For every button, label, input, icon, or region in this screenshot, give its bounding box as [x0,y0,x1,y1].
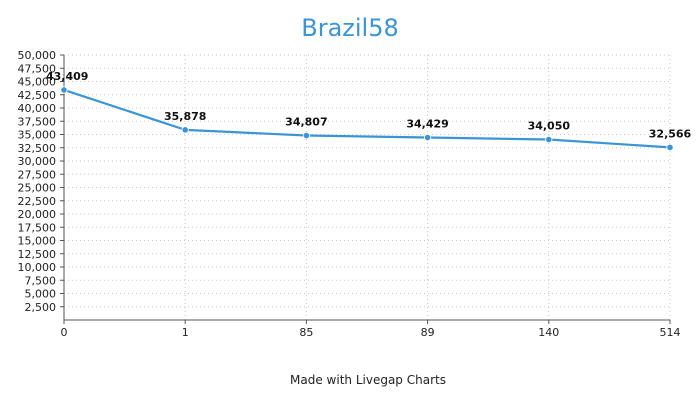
data-label: 43,409 [46,70,88,83]
data-label: 34,807 [285,116,327,129]
y-tick-label: 27,500 [18,168,57,181]
y-tick-label: 30,000 [18,155,57,168]
y-tick-label: 32,500 [18,142,57,155]
y-tick-label: 40,000 [18,102,57,115]
x-tick-label: 0 [61,326,68,339]
x-tick-label: 85 [299,326,313,339]
data-point [545,135,553,144]
axis-layer [63,55,670,321]
series-layer [60,86,674,152]
x-tick-label: 514 [660,326,681,339]
data-label: 34,050 [528,120,571,133]
grid-layer [60,54,671,324]
y-tick-labels: 2,5005,0007,50010,00012,50015,00017,5002… [18,49,57,314]
data-point [423,133,432,142]
y-tick-label: 47,500 [18,62,57,75]
x-tick-label: 89 [421,326,435,339]
y-tick-label: 22,500 [18,195,57,208]
chart-title: Brazil58 [301,14,399,42]
footer-credit: Made with Livegap Charts [290,373,446,387]
data-label: 32,566 [649,127,692,140]
x-tick-label: 140 [538,326,559,339]
y-tick-label: 37,500 [18,115,57,128]
y-tick-label: 2,500 [25,301,57,314]
y-tick-label: 7,500 [25,274,57,287]
y-tick-label: 10,000 [18,261,57,274]
data-labels: 43,409 35,878 34,807 34,429 34,050 32,566 [46,70,692,140]
y-tick-label: 50,000 [18,49,57,62]
x-tick-labels: 0 1 85 89 140 514 [61,326,681,339]
data-point [302,131,310,140]
data-point [666,143,674,152]
data-label: 34,429 [406,118,448,131]
x-tick-label: 1 [182,326,189,339]
y-tick-label: 5,000 [25,288,57,301]
data-label: 35,878 [164,110,206,123]
y-tick-label: 20,000 [18,208,57,221]
y-tick-label: 17,500 [18,221,57,234]
y-tick-label: 45,000 [18,76,57,89]
y-tick-label: 15,000 [18,235,57,248]
y-tick-label: 25,000 [18,182,57,195]
y-tick-label: 42,500 [18,89,57,102]
y-tick-label: 35,000 [18,129,57,142]
y-tick-label: 12,500 [18,248,57,261]
series-line [63,88,671,149]
data-point [181,126,189,134]
data-point [60,86,68,94]
